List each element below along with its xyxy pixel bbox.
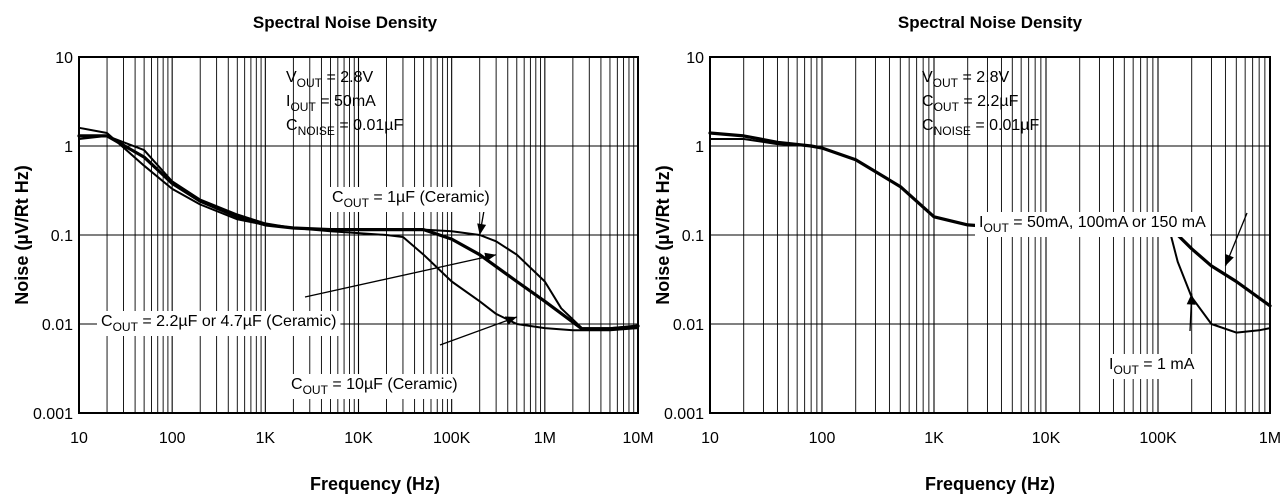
annotation-background [975, 212, 1211, 237]
y-axis-label: Noise (µV/Rt Hz) [653, 165, 673, 304]
y-tick-label: 1 [64, 139, 73, 156]
condition-label: COUT = 2.2µF [922, 93, 1019, 114]
annotation-label: IOUT = 1 mA [1109, 356, 1195, 377]
series-line [77, 134, 640, 331]
y-axis-label: Noise (µV/Rt Hz) [12, 165, 32, 304]
y-tick-label: 0.001 [33, 406, 73, 423]
series-line [78, 134, 639, 332]
x-tick-label: 100 [159, 430, 186, 447]
x-tick-label: 1K [924, 430, 944, 447]
annotation-leader [304, 254, 497, 298]
x-tick-label: 10 [70, 430, 88, 447]
y-tick-label: 1 [695, 139, 704, 156]
x-tick-label: 100K [433, 430, 471, 447]
annotation-label: IOUT = 50mA, 100mA or 150 mA [979, 214, 1206, 235]
x-axis-label: Frequency (Hz) [310, 474, 440, 494]
x-axis-label: Frequency (Hz) [925, 474, 1055, 494]
y-tick-label: 0.01 [673, 317, 704, 334]
y-tick-label: 0.001 [664, 406, 704, 423]
x-tick-label: 10K [1032, 430, 1061, 447]
y-tick-label: 0.01 [42, 317, 73, 334]
condition-label: VOUT = 2.8V [922, 69, 1009, 90]
x-tick-label: 10 [701, 430, 719, 447]
x-tick-label: 1M [1259, 430, 1281, 447]
x-tick-label: 1M [534, 430, 556, 447]
x-tick-label: 100K [1139, 430, 1177, 447]
condition-label: IOUT = 50mA [286, 93, 376, 114]
x-tick-label: 10M [622, 430, 653, 447]
annotation-label: COUT = 1µF (Ceramic) [332, 189, 490, 210]
condition-label: CNOISE = 0.01µF [286, 117, 404, 138]
plot-frame [78, 56, 639, 414]
y-tick-label: 0.1 [682, 228, 704, 245]
annotation-arrowhead [1186, 293, 1196, 305]
annotation-arrowhead [1225, 254, 1234, 266]
y-tick-label: 10 [686, 50, 704, 67]
chart-title: Spectral Noise Density [898, 13, 1083, 32]
annotation-label: COUT = 2.2µF or 4.7µF (Ceramic) [101, 313, 336, 334]
annotation-background [1105, 354, 1199, 379]
plot-frame [709, 56, 1271, 414]
annotation-background [97, 311, 341, 336]
condition-label: CNOISE = 0.01µF [922, 117, 1040, 138]
annotation-background [328, 187, 494, 212]
annotation-label: COUT = 10µF (Ceramic) [291, 376, 458, 397]
condition-label: VOUT = 2.8V [286, 69, 373, 90]
annotation-arrowhead [484, 252, 497, 262]
chart-title: Spectral Noise Density [253, 13, 438, 32]
x-tick-label: 10K [344, 430, 373, 447]
annotation-background [287, 374, 462, 399]
annotation-arrowhead [504, 316, 517, 325]
annotation-arrowhead [477, 223, 487, 235]
x-tick-label: 100 [809, 430, 836, 447]
y-tick-label: 10 [55, 50, 73, 67]
x-tick-label: 1K [256, 430, 276, 447]
annotation-leader [439, 316, 518, 346]
y-tick-label: 0.1 [51, 228, 73, 245]
